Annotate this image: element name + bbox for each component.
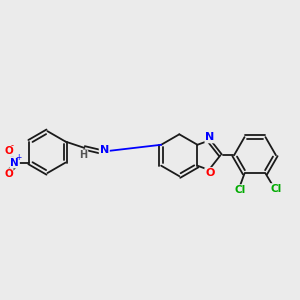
Text: -: - [11, 141, 14, 150]
Text: O: O [4, 146, 13, 156]
Text: Cl: Cl [235, 185, 246, 195]
Text: N: N [10, 158, 19, 168]
Text: O: O [205, 168, 215, 178]
Text: N: N [100, 145, 109, 155]
Text: H: H [79, 150, 87, 160]
Text: O: O [4, 169, 13, 179]
Text: +: + [16, 153, 22, 162]
Text: Cl: Cl [270, 184, 281, 194]
Text: N: N [206, 132, 214, 142]
